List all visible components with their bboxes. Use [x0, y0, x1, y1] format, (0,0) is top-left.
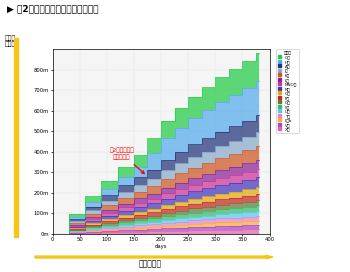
- Text: 時間の経過: 時間の経過: [139, 259, 162, 268]
- X-axis label: days: days: [155, 244, 167, 249]
- Text: 累積の
売上金額: 累積の 売上金額: [5, 35, 20, 47]
- Legend: G社, H社, A社, J社, K社, L社, MNO社, N社, O社, P社, Q社, S社, U社, T社, L社b, V社, X社: G社, H社, A社, J社, K社, L社, MNO社, N社, O社, P社…: [276, 49, 299, 133]
- Text: ▶ 噣2　取引先別の売上推移グラフ: ▶ 噣2 取引先別の売上推移グラフ: [7, 4, 98, 13]
- Text: 第2四半期末に
急激に増加: 第2四半期末に 急激に増加: [110, 148, 144, 174]
